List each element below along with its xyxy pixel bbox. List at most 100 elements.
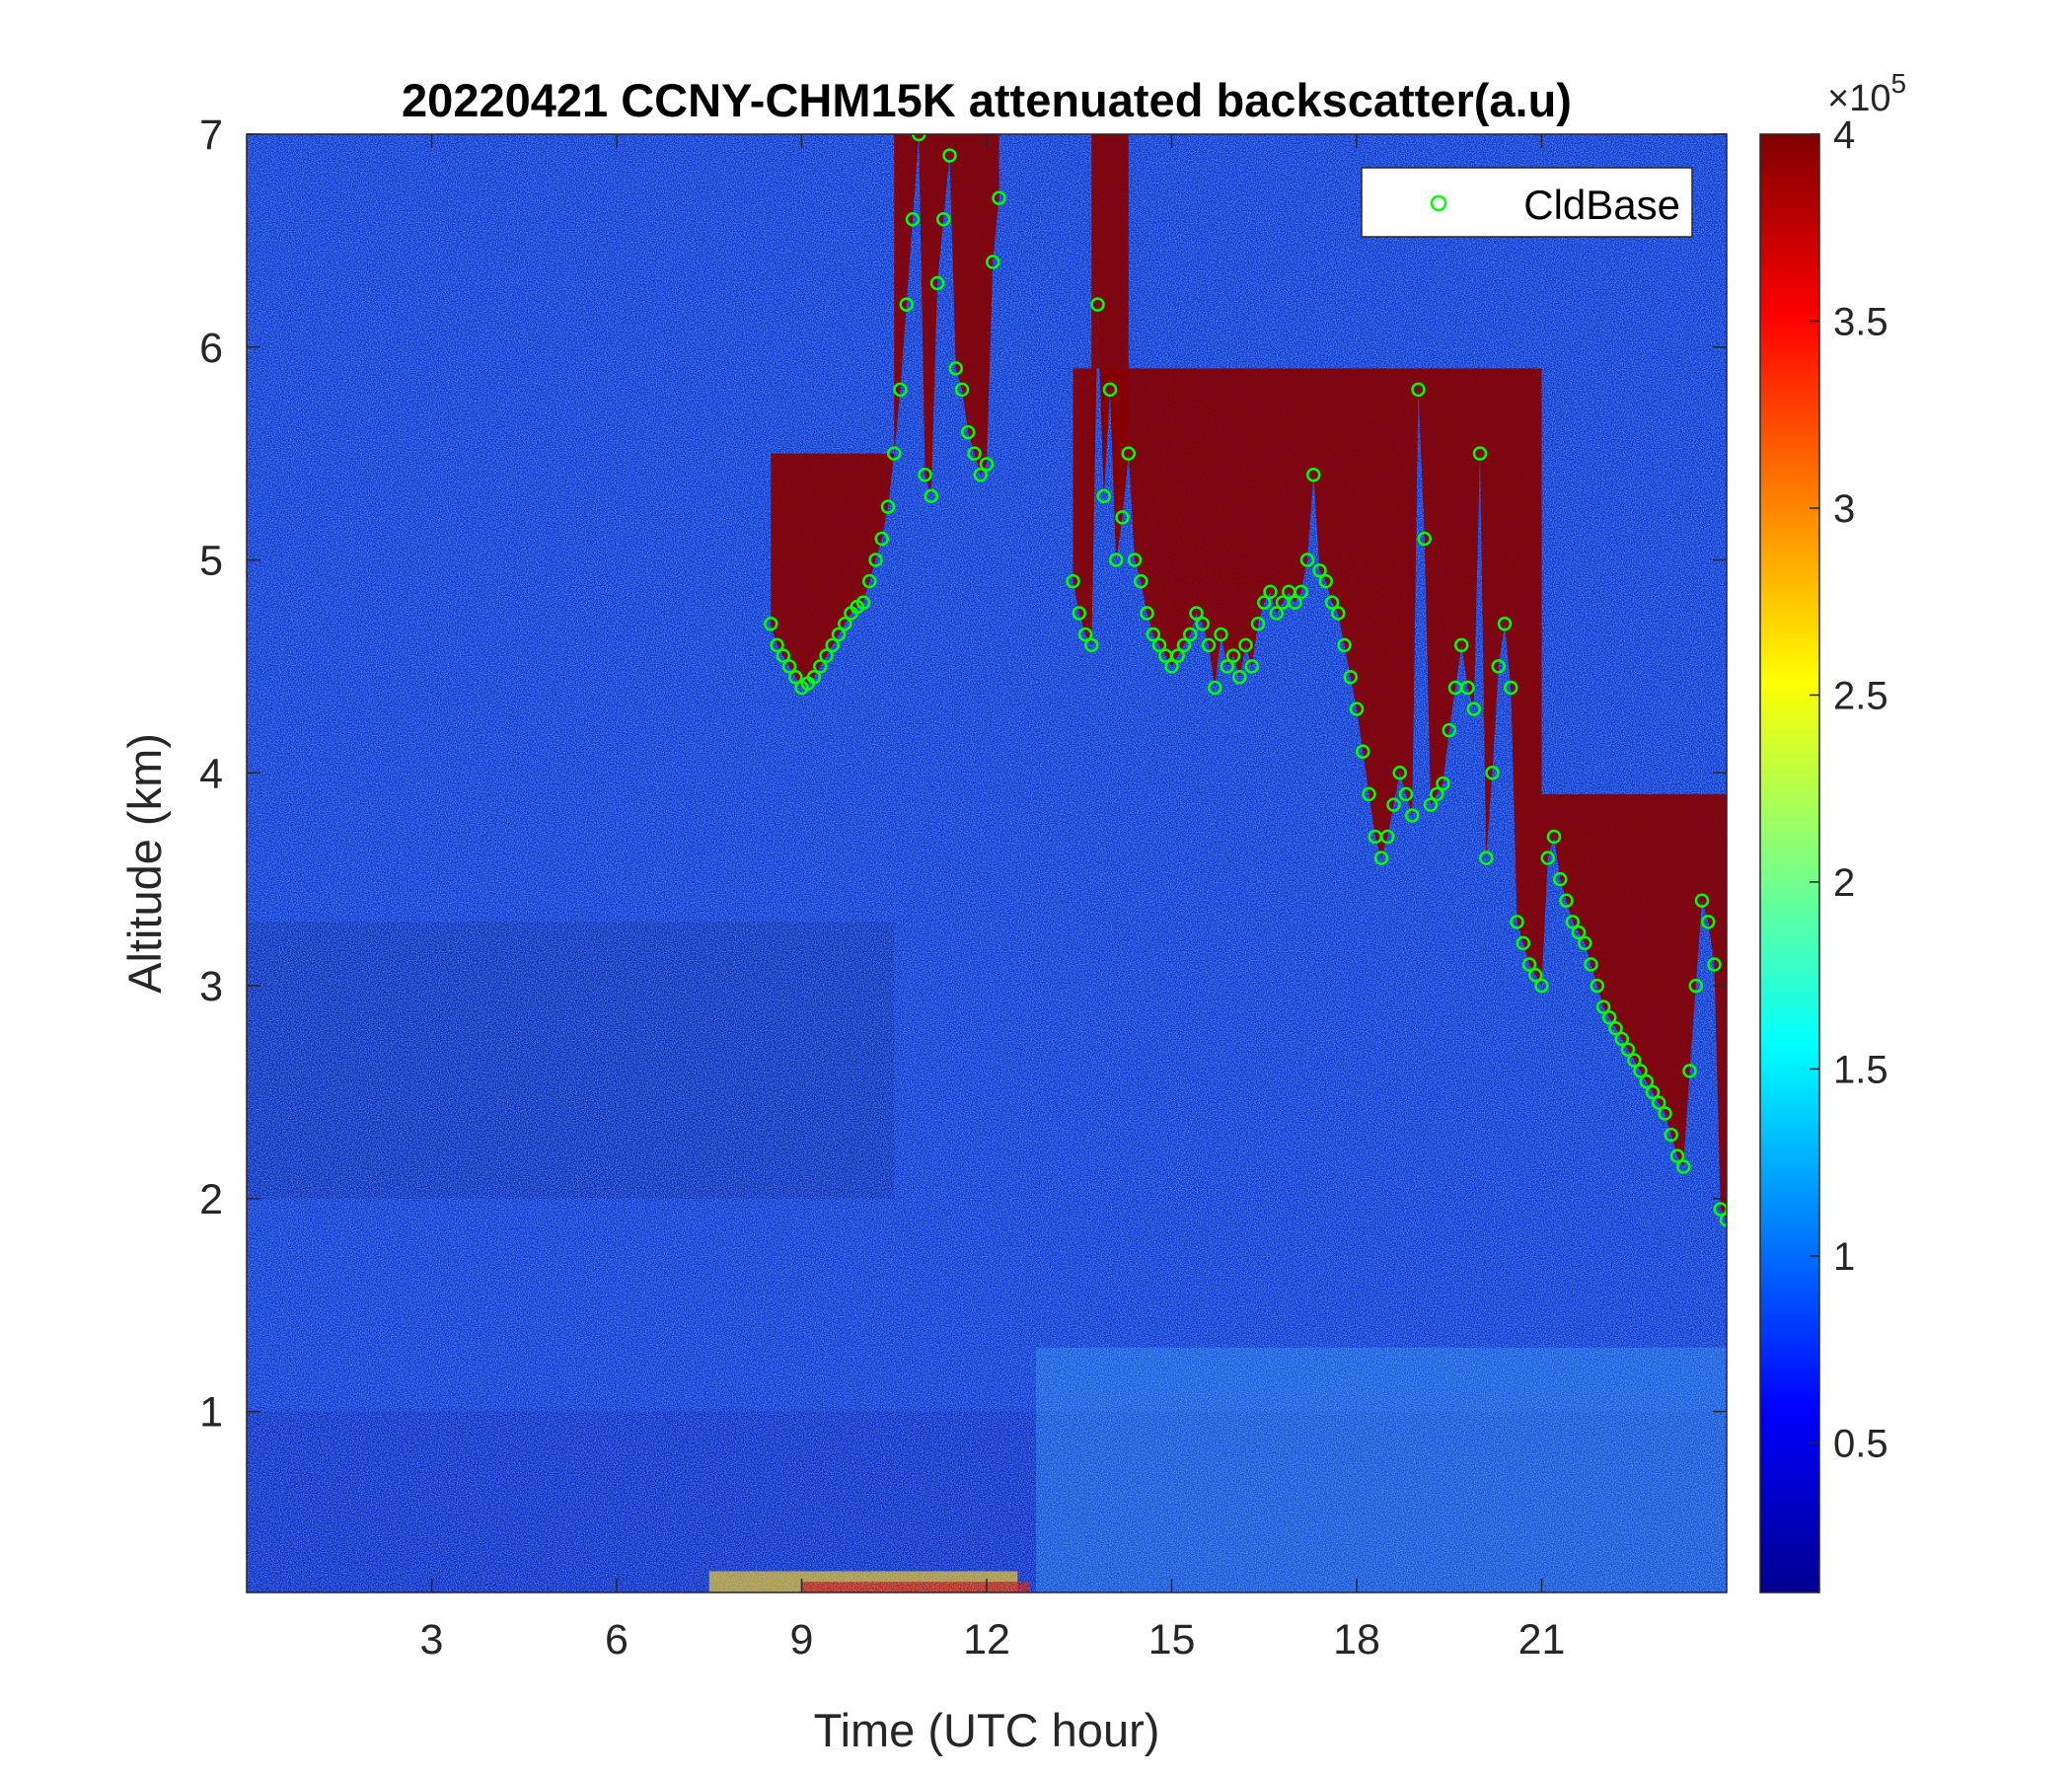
colorbar-gradient xyxy=(1759,133,1820,1593)
cldbase-point xyxy=(781,659,797,674)
cldbase-point xyxy=(1331,606,1346,621)
cldbase-point xyxy=(1102,382,1118,398)
x-tick-label: 6 xyxy=(605,1616,629,1664)
cldbase-point xyxy=(1614,1031,1629,1047)
colorbar-tick-label: 4 xyxy=(1833,113,1855,157)
cldbase-point xyxy=(973,467,988,482)
cldbase-point xyxy=(1454,637,1469,653)
x-tick-label: 18 xyxy=(1333,1616,1380,1664)
cldbase-point xyxy=(770,637,784,653)
x-tick-label: 15 xyxy=(1148,1616,1196,1664)
cldbase-point xyxy=(1244,659,1259,674)
cldbase-point xyxy=(1090,297,1105,312)
cldbase-point xyxy=(1380,829,1395,845)
cldbase-point xyxy=(1436,776,1450,791)
cldbase-point xyxy=(986,255,1000,269)
legend-entry-cldbase: CldBase xyxy=(1523,182,1680,228)
cldbase-point xyxy=(1220,659,1234,674)
y-tick-label: 2 xyxy=(199,1176,223,1223)
cloud-region-2 xyxy=(1073,304,1320,688)
cldbase-point xyxy=(905,212,921,227)
cldbase-point xyxy=(1584,957,1598,972)
cldbase-point xyxy=(1096,488,1111,504)
y-axis-ticks: 1 2 3 4 5 6 7 xyxy=(199,111,1727,1437)
cldbase-point xyxy=(1151,637,1167,653)
cldbase-point xyxy=(1423,797,1439,812)
cldbase-point xyxy=(899,297,914,312)
cldbase-point xyxy=(1324,595,1340,610)
colorbar-tick-label: 3.5 xyxy=(1833,300,1888,343)
colorbar: 0.5 1 1.5 2 2.5 3 3.5 4 ×105 xyxy=(1759,68,1906,1593)
cldbase-point xyxy=(1337,637,1352,653)
colorbar-tick-label: 1.5 xyxy=(1833,1048,1888,1091)
cldbase-point xyxy=(1288,595,1302,610)
cldbase-point xyxy=(979,457,995,472)
x-axis-label: Time (UTC hour) xyxy=(814,1704,1160,1756)
cldbase-point xyxy=(1682,1064,1697,1078)
colorbar-tick-label: 0.5 xyxy=(1833,1422,1888,1465)
cldbase-point xyxy=(1430,786,1444,802)
chart-title: 20220421 CCNY-CHM15K attenuated backscat… xyxy=(402,74,1572,126)
cldbase-point xyxy=(1595,999,1611,1014)
cldbase-point xyxy=(1250,617,1266,631)
cldbase-point xyxy=(1134,573,1148,589)
y-tick-label: 6 xyxy=(199,325,223,372)
cldbase-point xyxy=(1398,786,1414,802)
cldbase-point xyxy=(1516,935,1530,951)
y-tick-label: 4 xyxy=(199,750,223,797)
cldbase-point xyxy=(1608,1020,1623,1036)
legend-box xyxy=(1361,167,1693,238)
colorbar-tick-label: 2.5 xyxy=(1833,674,1888,717)
cldbase-point xyxy=(1312,563,1327,578)
cldbase-point xyxy=(1620,1042,1636,1058)
cldbase-point xyxy=(1306,467,1321,482)
cldbase-point xyxy=(1417,531,1432,547)
cldbase-point xyxy=(954,382,970,398)
cldbase-point xyxy=(942,148,957,163)
cldbase-point xyxy=(825,637,840,653)
cldbase-point xyxy=(1664,1127,1678,1143)
x-tick-label: 9 xyxy=(790,1616,814,1664)
cldbase-point xyxy=(924,488,938,504)
cldbase-point xyxy=(1115,510,1130,525)
cldbase-point xyxy=(806,669,822,685)
cldbase-point xyxy=(1485,766,1500,780)
cldbase-point xyxy=(1127,553,1143,567)
cldbase-point xyxy=(912,134,926,142)
cldbase-point xyxy=(1652,1095,1666,1110)
cldbase-point xyxy=(1571,925,1587,940)
cldbase-point xyxy=(880,499,896,514)
cldbase-point xyxy=(1140,606,1154,621)
cldbase-point xyxy=(961,424,976,440)
y-tick-label: 1 xyxy=(199,1389,223,1437)
cldbase-point xyxy=(874,531,889,547)
cldbase-point xyxy=(855,595,871,610)
cldbase-point xyxy=(1201,637,1217,653)
cldbase-point xyxy=(838,617,852,631)
cldbase-point xyxy=(1565,915,1580,929)
cldbase-point xyxy=(1392,766,1407,780)
cldbase-point xyxy=(929,275,945,291)
cldbase-point xyxy=(1521,957,1537,972)
colorbar-tick-label: 3 xyxy=(1833,487,1855,531)
cldbase-point xyxy=(764,617,778,631)
cldbase-point xyxy=(1504,680,1518,696)
cldbase-point xyxy=(1109,553,1124,567)
colorbar-tick-label: 1 xyxy=(1833,1235,1855,1279)
cldbase-point xyxy=(1189,606,1204,621)
cldbase-point xyxy=(1497,617,1513,631)
cldbase-point xyxy=(788,669,803,685)
y-tick-label: 5 xyxy=(199,538,223,585)
cldbase-point xyxy=(813,659,828,674)
cldbase-point xyxy=(1238,637,1253,653)
cldbase-point xyxy=(1590,978,1604,994)
heatmap-field xyxy=(247,134,1727,1592)
cldbase-point xyxy=(1373,851,1389,865)
cldbase-point xyxy=(936,212,951,227)
cldbase-point xyxy=(948,361,963,376)
cldbase-point xyxy=(1676,1159,1691,1174)
cldbase-point xyxy=(1528,968,1543,983)
cldbase-point xyxy=(868,553,883,567)
cldbase-point xyxy=(1214,627,1228,642)
x-tick-label: 3 xyxy=(420,1616,444,1664)
